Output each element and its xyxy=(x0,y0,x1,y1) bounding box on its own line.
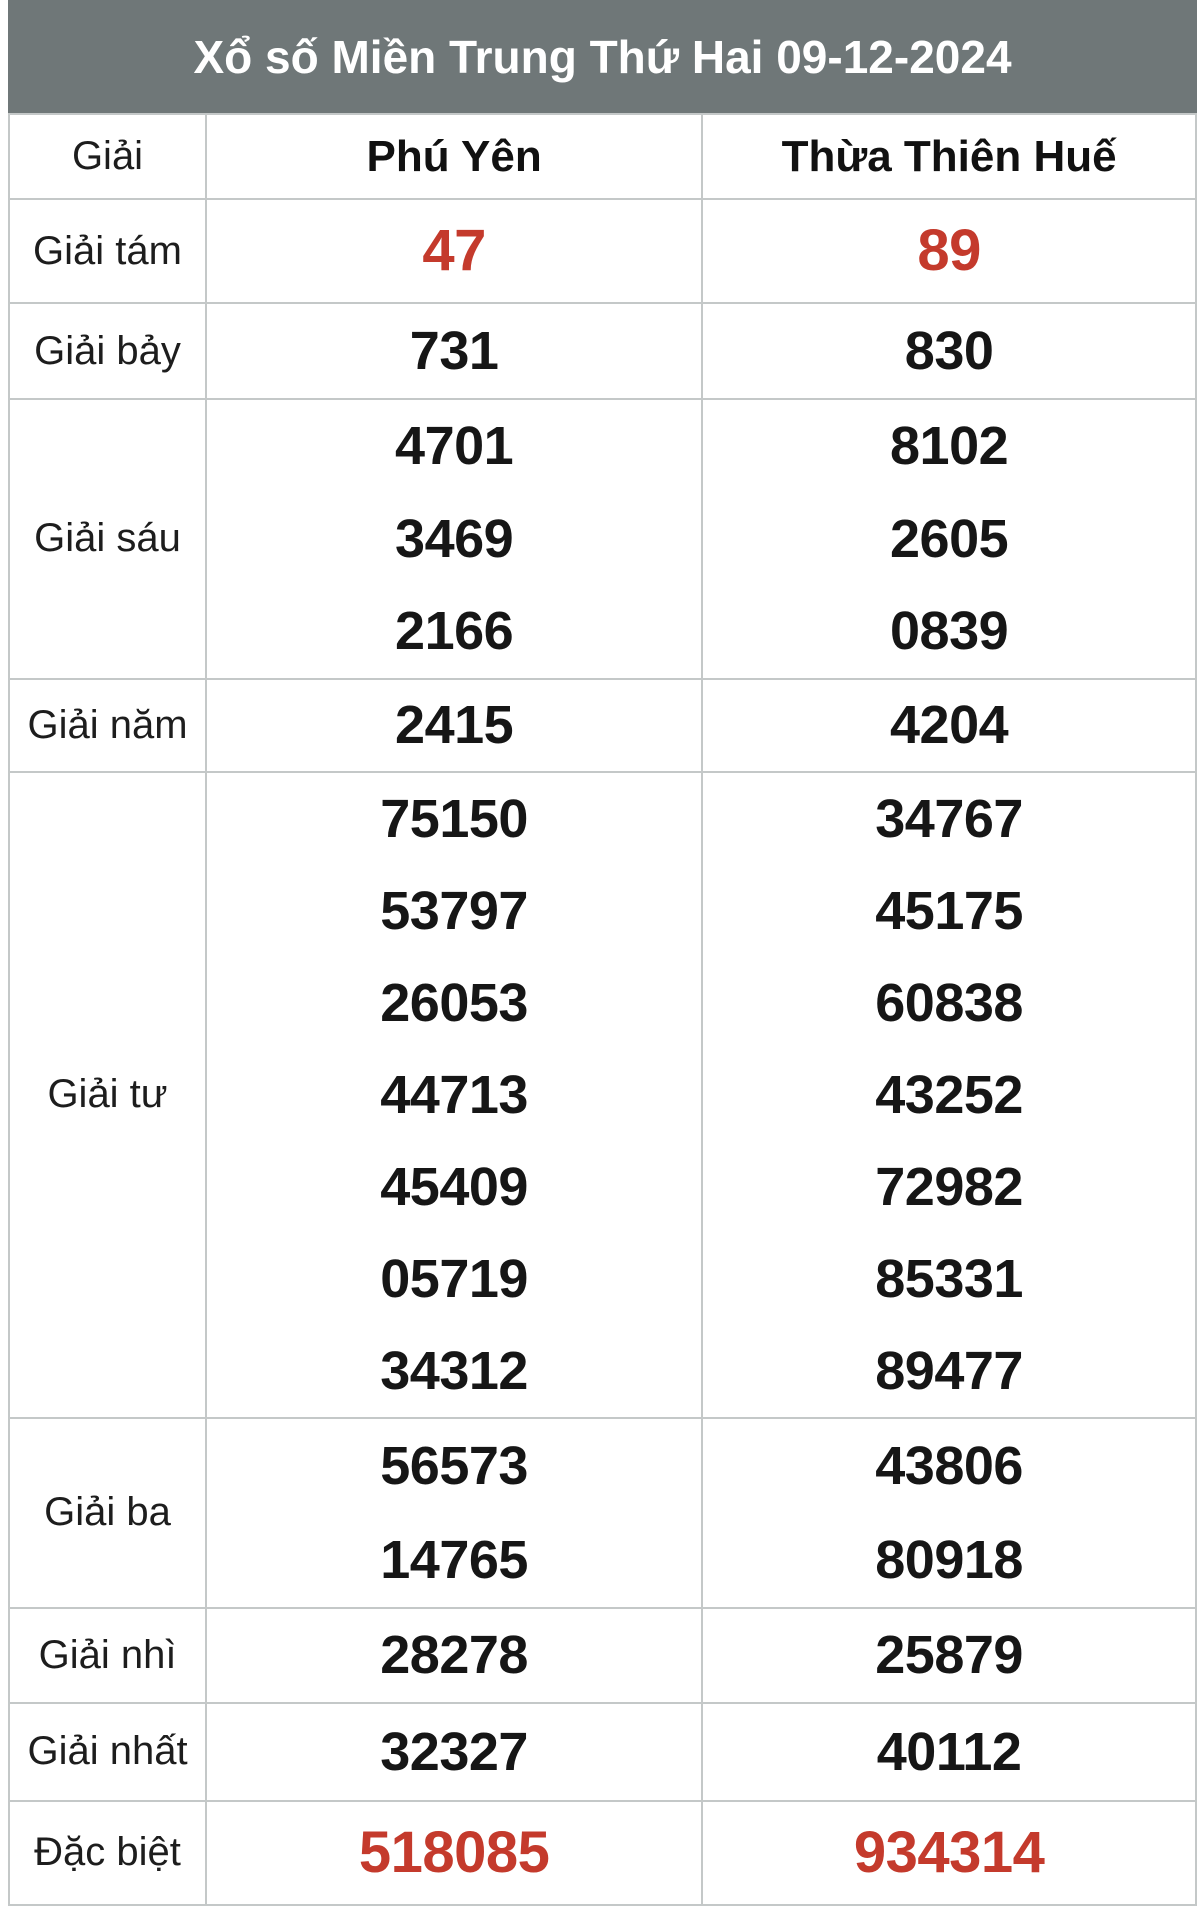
prize-number: 34312 xyxy=(380,1340,528,1401)
numbers-cell-thua-thien-hue: 34767 45175 60838 43252 72982 85331 89477 xyxy=(701,770,1197,1419)
results-body: Giải tám 47 89 Giải bảy 731 830 Giải sáu 4701 34… xyxy=(7,198,1197,1906)
prize-row: Giải tư 75150 53797 26053 44713 45409 05719 343… xyxy=(7,770,1197,1419)
prize-number: 80918 xyxy=(875,1529,1023,1590)
prize-number: 3469 xyxy=(395,508,514,569)
column-header-phu-yen: Phú Yên xyxy=(205,113,704,200)
prize-number: 05719 xyxy=(380,1248,528,1309)
prize-number: 45175 xyxy=(875,880,1023,941)
prize-row: Giải tám 47 89 xyxy=(7,198,1197,304)
prize-label: Giải ba xyxy=(7,1416,208,1609)
prize-number: 53797 xyxy=(380,880,528,941)
prize-number: 89 xyxy=(917,218,981,283)
prize-number: 8102 xyxy=(890,416,1009,477)
prize-row: Giải bảy 731 830 xyxy=(7,302,1197,400)
header-row: Giải Phú Yên Thừa Thiên Huế xyxy=(7,113,1197,200)
column-header-thua-thien-hue: Thừa Thiên Huế xyxy=(701,113,1197,200)
prize-number: 0839 xyxy=(890,601,1009,662)
prize-row: Đặc biệt 518085 934314 xyxy=(7,1799,1197,1906)
prize-number: 2415 xyxy=(395,695,514,756)
prize-label: Giải sáu xyxy=(7,398,208,680)
prize-label: Đặc biệt xyxy=(7,1799,208,1906)
prize-number: 44713 xyxy=(380,1064,528,1125)
prize-label: Giải nhì xyxy=(7,1606,208,1704)
numbers-cell-thua-thien-hue: 934314 xyxy=(701,1799,1197,1906)
numbers-cell-thua-thien-hue: 43806 80918 xyxy=(701,1416,1197,1609)
numbers-cell-phu-yen: 56573 14765 xyxy=(205,1416,704,1609)
prize-number: 934314 xyxy=(853,1819,1045,1885)
prize-number: 518085 xyxy=(358,1819,550,1885)
prize-number: 60838 xyxy=(875,972,1023,1033)
prize-number: 40112 xyxy=(876,1721,1022,1782)
numbers-cell-thua-thien-hue: 4204 xyxy=(701,677,1197,773)
numbers-cell-phu-yen: 2415 xyxy=(205,677,704,773)
numbers-cell-thua-thien-hue: 830 xyxy=(701,302,1197,400)
prize-label: Giải tư xyxy=(7,770,208,1419)
prize-number: 45409 xyxy=(380,1156,528,1217)
prize-number: 56573 xyxy=(380,1435,528,1496)
prize-label: Giải tám xyxy=(7,198,208,304)
prize-number: 89477 xyxy=(875,1340,1023,1401)
numbers-cell-phu-yen: 75150 53797 26053 44713 45409 05719 34312 xyxy=(205,770,704,1419)
prize-number: 43252 xyxy=(875,1064,1023,1125)
lottery-results-page: Xổ số Miền Trung Thứ Hai 09-12-2024 Giải… xyxy=(7,0,1197,1906)
numbers-cell-phu-yen: 518085 xyxy=(205,1799,704,1906)
column-header-prize: Giải xyxy=(7,113,208,200)
prize-row: Giải nhì 28278 25879 xyxy=(7,1606,1197,1704)
prize-number: 25879 xyxy=(875,1625,1023,1686)
results-header: Giải Phú Yên Thừa Thiên Huế xyxy=(7,113,1197,200)
prize-number: 34767 xyxy=(875,788,1023,849)
prize-number: 72982 xyxy=(875,1156,1023,1217)
results-table: Giải Phú Yên Thừa Thiên Huế Giải tám 47 89… xyxy=(7,113,1197,1906)
numbers-cell-phu-yen: 32327 xyxy=(205,1701,704,1802)
prize-number: 830 xyxy=(904,321,994,381)
numbers-cell-phu-yen: 4701 3469 2166 xyxy=(205,398,704,680)
numbers-cell-phu-yen: 731 xyxy=(205,302,704,400)
numbers-cell-phu-yen: 47 xyxy=(205,198,704,304)
prize-number: 75150 xyxy=(380,788,528,849)
numbers-cell-thua-thien-hue: 40112 xyxy=(701,1701,1197,1802)
page-title: Xổ số Miền Trung Thứ Hai 09-12-2024 xyxy=(193,30,1012,83)
prize-number: 4204 xyxy=(890,695,1009,756)
prize-number: 43806 xyxy=(875,1435,1023,1496)
numbers-cell-thua-thien-hue: 8102 2605 0839 xyxy=(701,398,1197,680)
prize-number: 4701 xyxy=(395,416,514,477)
prize-row: Giải nhất 32327 40112 xyxy=(7,1701,1197,1802)
prize-number: 26053 xyxy=(380,972,528,1033)
prize-row: Giải năm 2415 4204 xyxy=(7,677,1197,773)
prize-number: 32327 xyxy=(380,1721,528,1782)
prize-row: Giải ba 56573 14765 43806 80918 xyxy=(7,1416,1197,1609)
prize-label: Giải bảy xyxy=(7,302,208,400)
numbers-cell-thua-thien-hue: 25879 xyxy=(701,1606,1197,1704)
prize-number: 731 xyxy=(409,321,499,381)
prize-number: 28278 xyxy=(380,1625,528,1686)
title-bar: Xổ số Miền Trung Thứ Hai 09-12-2024 xyxy=(8,0,1197,113)
prize-label: Giải nhất xyxy=(7,1701,208,1802)
prize-number: 2605 xyxy=(890,508,1009,569)
numbers-cell-phu-yen: 28278 xyxy=(205,1606,704,1704)
prize-number: 14765 xyxy=(380,1529,528,1590)
numbers-cell-thua-thien-hue: 89 xyxy=(701,198,1197,304)
prize-number: 47 xyxy=(422,218,486,283)
prize-label: Giải năm xyxy=(7,677,208,773)
prize-number: 2166 xyxy=(395,601,514,662)
prize-number: 85331 xyxy=(875,1248,1023,1309)
prize-row: Giải sáu 4701 3469 2166 8102 2605 0839 xyxy=(7,398,1197,680)
